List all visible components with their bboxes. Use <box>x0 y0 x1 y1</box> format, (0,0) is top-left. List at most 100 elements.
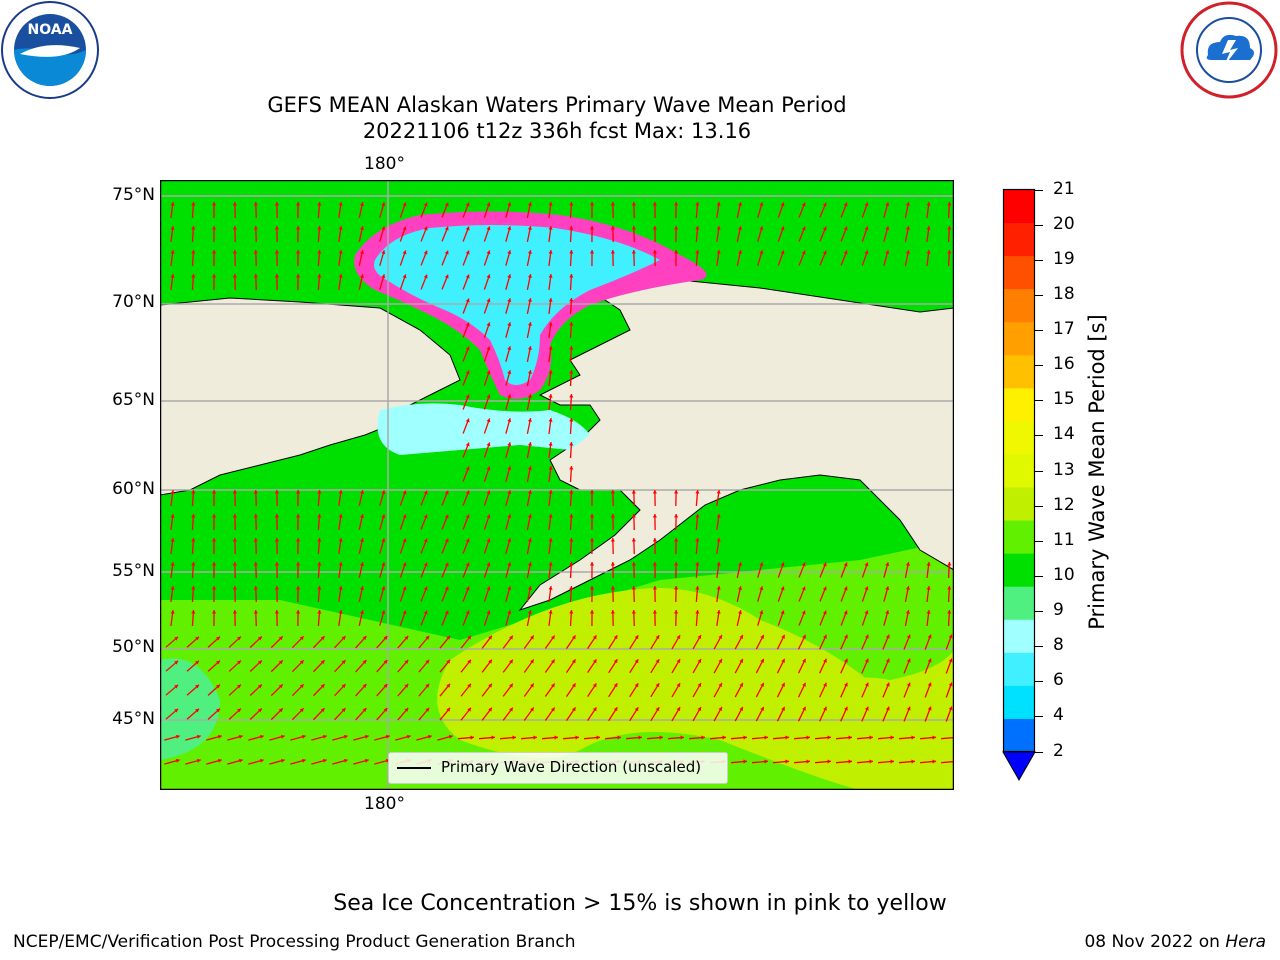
wave-arrow-head <box>423 586 428 591</box>
wave-arrow-head <box>280 758 285 763</box>
wave-arrow-head <box>467 659 471 664</box>
colorbar-segment <box>1003 553 1035 587</box>
wave-arrow-head <box>170 250 175 254</box>
wave-arrow-head <box>423 562 428 567</box>
wave-arrow-head <box>362 636 367 641</box>
wave-arrow-head <box>716 562 721 566</box>
legend-label: Primary Wave Direction (unscaled) <box>441 758 702 776</box>
wave-arrow-head <box>425 659 430 664</box>
wave-arrow-head <box>465 610 470 615</box>
wave-arrow <box>940 760 954 764</box>
wave-arrow-head <box>465 442 470 447</box>
wave-arrow-head <box>716 226 721 230</box>
wave-arrow-head <box>569 442 574 446</box>
credit-text: NCEP/EMC/Verification Post Processing Pr… <box>13 932 576 952</box>
wave-arrow-head <box>274 538 279 542</box>
wave-arrow-head <box>864 250 869 255</box>
wave-arrow-head <box>191 226 196 230</box>
colorbar-segment <box>1003 718 1035 752</box>
wave-arrow-head <box>253 490 258 494</box>
wave-arrow-head <box>175 734 180 739</box>
wave-arrow-head <box>764 759 768 764</box>
wave-arrow-head <box>571 683 576 688</box>
wave-arrow-head <box>257 660 262 665</box>
wave-arrow-head <box>232 202 237 206</box>
colorbar-segment <box>1003 387 1035 422</box>
wave-arrow-head <box>232 250 237 254</box>
wave-arrow-head <box>864 682 869 687</box>
wave-arrow-head <box>507 202 512 207</box>
wave-arrow-head <box>802 634 806 639</box>
wave-arrow-head <box>760 634 764 639</box>
wave-arrow-head <box>527 442 532 446</box>
wave-arrow-head <box>638 735 642 740</box>
wave-arrow-head <box>338 226 343 230</box>
colorbar-tick-label: 18 <box>1053 283 1075 304</box>
wave-arrow-head <box>338 538 343 542</box>
wave-arrow-head <box>274 586 279 590</box>
wave-arrow-head <box>195 636 200 641</box>
wave-arrow-head <box>927 682 932 687</box>
wave-arrow-head <box>697 635 702 640</box>
wave-arrow-head <box>507 418 512 423</box>
wave-arrow-head <box>548 274 553 278</box>
colorbar-tick-mark <box>1035 365 1043 367</box>
wave-arrow-head <box>423 226 428 231</box>
colorbar-tick-label: 21 <box>1053 178 1075 199</box>
wave-arrow-head <box>253 610 258 614</box>
colorbar-extend-min <box>1002 751 1036 782</box>
wave-arrow-head <box>444 514 449 519</box>
wave-arrow-head <box>341 708 346 713</box>
wave-arrow-head <box>467 683 471 688</box>
wave-arrow-head <box>191 490 196 494</box>
wave-arrow-head <box>843 202 848 207</box>
wave-arrow-head <box>739 682 743 687</box>
wave-arrow-head <box>864 658 869 663</box>
colorbar-tick-label: 4 <box>1053 705 1064 726</box>
lat-label-65: 65°N <box>112 390 155 410</box>
wave-arrow-head <box>465 586 470 591</box>
wave-arrow-head <box>486 418 491 423</box>
wave-arrow-head <box>381 490 386 495</box>
wave-arrow-head <box>359 514 365 518</box>
wave-arrow-head <box>843 250 848 255</box>
wave-arrow-head <box>695 514 700 518</box>
wave-arrow-head <box>253 562 258 566</box>
wave-arrow-head <box>701 735 705 740</box>
wave-arrow-head <box>843 226 848 231</box>
wave-arrow-head <box>381 586 386 591</box>
wave-arrow-head <box>932 759 936 764</box>
wave-arrow-head <box>569 562 574 566</box>
wave-arrow-head <box>232 538 237 542</box>
wave-arrow-head <box>716 610 721 614</box>
wave-arrow-head <box>507 250 512 255</box>
wave-arrow-head <box>806 759 810 764</box>
wave-arrow-head <box>905 586 910 590</box>
colorbar-tick-label: 13 <box>1053 459 1075 480</box>
wave-arrow-head <box>465 514 470 519</box>
wave-arrow-head <box>695 538 700 542</box>
wave-arrow-head <box>890 735 894 740</box>
wave-arrow-head <box>527 298 532 302</box>
wave-arrow-head <box>236 660 241 665</box>
wave-arrow-head <box>569 274 574 278</box>
wave-arrow-head <box>697 683 702 688</box>
wave-arrow-head <box>253 514 258 518</box>
colorbar-tick-mark <box>1035 330 1043 331</box>
wave-arrow-head <box>569 466 574 470</box>
wave-arrow-head <box>278 708 283 713</box>
wave-arrow-head <box>257 636 262 641</box>
wave-arrow-head <box>885 586 890 591</box>
wave-arrow-head <box>718 706 723 711</box>
wave-arrow-head <box>530 707 534 712</box>
wave-arrow-head <box>695 490 700 494</box>
wave-arrow-head <box>906 682 911 687</box>
wave-arrow-head <box>550 707 555 712</box>
wave-arrow-head <box>716 538 721 542</box>
wave-arrow-head <box>780 250 785 255</box>
wave-arrow-head <box>296 202 301 206</box>
wave-arrow-head <box>364 758 369 763</box>
wave-arrow-head <box>338 514 343 518</box>
wave-arrow-head <box>890 759 894 764</box>
wave-arrow-head <box>253 250 258 254</box>
